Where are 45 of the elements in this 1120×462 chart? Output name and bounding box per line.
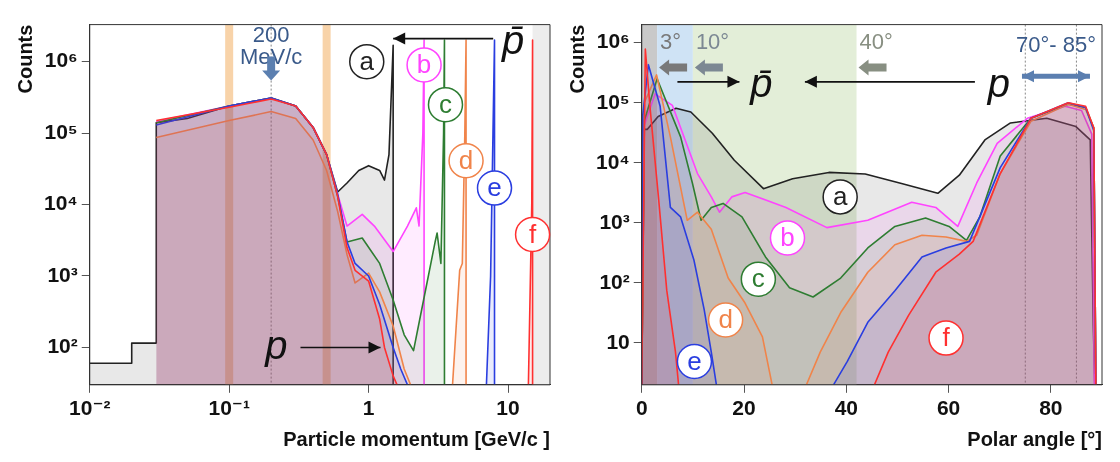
band-label: 3° [660,28,682,54]
y-tick-label: 10³ [47,262,78,286]
annotation: p̄ [501,17,525,62]
y-tick-label: 10⁵ [44,119,78,143]
band-label: 40° [859,28,893,54]
y-tick-label: 10⁶ [44,48,78,72]
x-axis-title: Particle momentum [GeV/c ] [283,427,550,450]
x-tick-label: 1 [362,396,375,420]
annotation: e [687,345,702,376]
x-tick-label: 10⁻¹ [208,396,250,420]
x-tick-label: 10 [496,396,520,420]
x-tick-label: 20 [732,396,756,420]
annotation: e [487,172,502,203]
x-axis-title: Polar angle [°] [967,427,1102,450]
annotation: b [416,49,432,80]
y-axis-title: Counts [565,24,588,94]
annotation: p [986,60,1011,105]
x-tick-label: 10⁻² [69,396,111,420]
y-tick-label: 10⁴ [44,191,78,215]
annotation: c [751,263,765,294]
annotation: c [438,88,452,119]
annotation: d [458,144,474,175]
y-tick-label: 10⁶ [596,29,630,53]
y-tick-label: 10³ [599,209,630,233]
annotation: b [780,222,795,253]
y-tick-label: 10⁴ [596,149,630,173]
annotation: p̄ [749,60,773,105]
annotation: f [528,218,537,249]
y-tick-label: 10² [599,269,630,293]
band-label: 10° [695,28,730,54]
annotation: f [942,322,951,353]
annotation: 70°- 85° [1015,32,1096,58]
y-axis-title: Counts [13,24,36,94]
ref-line-label: 200 MeV/c [239,21,303,69]
y-tick-label: 10² [47,334,78,358]
y-tick-label: 10⁵ [596,89,630,113]
annotation: a [832,181,848,212]
x-tick-label: 40 [834,396,858,420]
x-tick-label: 80 [1039,396,1063,420]
annotation: d [718,304,733,335]
x-tick-label: 0 [635,396,648,420]
annotation: a [359,45,375,76]
annotation: p [264,322,288,367]
y-tick-label: 10 [606,329,630,353]
x-tick-label: 60 [936,396,961,420]
